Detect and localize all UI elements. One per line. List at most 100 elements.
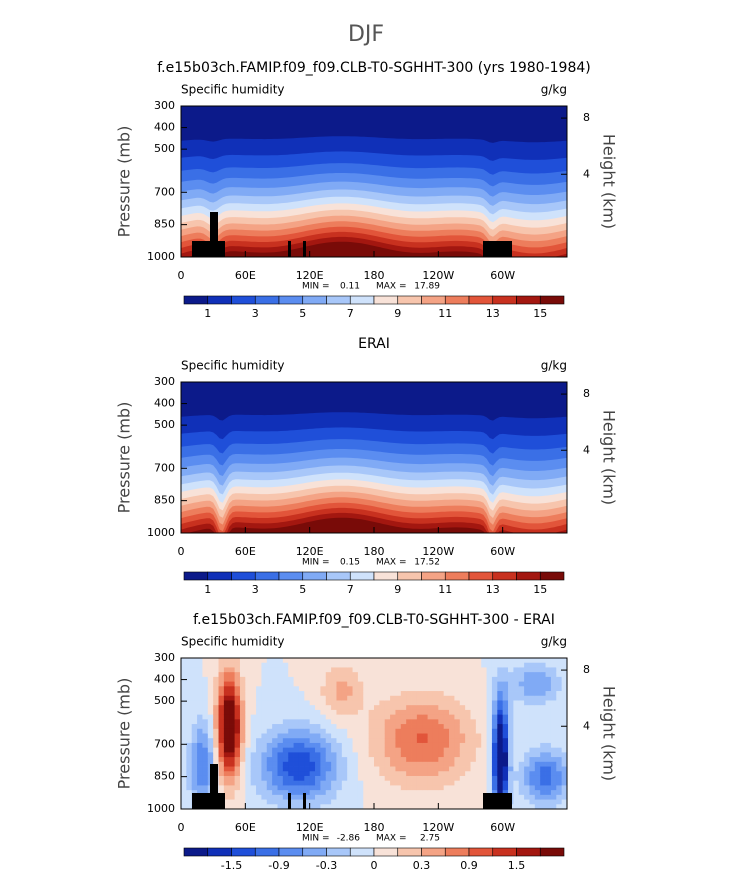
contour-fill (218, 771, 225, 777)
contour-fill (261, 667, 268, 673)
contour-fill (218, 705, 225, 711)
colorbar-box (207, 571, 232, 581)
contour-fill (470, 700, 477, 706)
contour-fill (545, 728, 552, 734)
contour-fill (331, 742, 337, 749)
contour-fill (550, 662, 557, 668)
contour-fill (459, 672, 466, 678)
contour-fill (438, 766, 445, 772)
contour-fill (508, 676, 514, 682)
contour-fill (395, 775, 402, 782)
contour-fill (395, 761, 402, 767)
contour-fill (363, 676, 370, 682)
contour-fill (207, 714, 214, 720)
contour-fill (491, 771, 498, 777)
contour-fill (357, 691, 364, 697)
contour-fill (315, 804, 321, 809)
contour-fill (432, 794, 439, 800)
contour-fill (470, 757, 477, 763)
contour-fill (454, 681, 461, 687)
contour-fill (497, 747, 504, 753)
colorbar-box (492, 295, 517, 305)
contour-fill (395, 705, 402, 711)
y-tick-label: 300 (154, 651, 175, 664)
contour-fill (272, 775, 278, 782)
contour-fill (245, 775, 252, 782)
contour-fill (261, 662, 268, 668)
contour-fill (277, 667, 284, 673)
colorbar-box (468, 847, 494, 857)
contour-fill (363, 761, 370, 767)
contour-fill (293, 780, 300, 786)
contour-fill (491, 676, 498, 682)
contour-fill (513, 728, 520, 734)
contour-fill (320, 667, 327, 673)
contour-fill (363, 757, 370, 763)
contour-fill (481, 672, 487, 678)
contour-fill (502, 662, 509, 668)
contour-fill (486, 766, 493, 772)
contour-fill (545, 686, 552, 692)
contour-fill (331, 691, 337, 697)
contour-fill (465, 686, 471, 692)
contour-fill (229, 775, 236, 782)
contour-fill (454, 757, 461, 763)
contour-fill (497, 686, 504, 692)
contour-fill (390, 686, 396, 692)
contour-fill (357, 742, 364, 749)
contour-fill (475, 676, 482, 682)
colorbar-box (421, 571, 446, 581)
contour-fill (390, 676, 396, 682)
contour-fill (384, 799, 391, 805)
contour-fill (331, 728, 337, 734)
contour-fill (497, 790, 504, 796)
contour-fill (470, 771, 477, 777)
contour-fill (261, 775, 268, 782)
contour-fill (315, 752, 321, 758)
contour-fill (336, 719, 343, 725)
contour-fill (384, 804, 391, 809)
contour-fill (475, 705, 482, 711)
contour-fill (422, 705, 429, 711)
contour-fill (357, 794, 364, 800)
contour-fill (223, 719, 230, 725)
contour-fill (197, 742, 203, 749)
contour-fill (540, 681, 546, 687)
contour-fill (331, 775, 337, 782)
contour-fill (288, 771, 294, 777)
contour-fill (223, 686, 230, 692)
contour-fill (304, 775, 311, 782)
contour-fill (518, 719, 525, 725)
contour-fill (491, 733, 498, 739)
contour-fill (561, 780, 567, 786)
contour-fill (395, 785, 402, 791)
contour-fill (561, 672, 567, 678)
contour-fill (256, 799, 262, 805)
contour-fill (320, 799, 327, 805)
contour-fill (422, 676, 429, 682)
contour-fill (443, 714, 450, 720)
contour-fill (266, 766, 273, 772)
contour-fill (427, 714, 434, 720)
contour-fill (390, 780, 396, 786)
contour-fill (272, 742, 278, 749)
contour-fill (181, 761, 187, 767)
colorbar-box (183, 847, 209, 857)
contour-fill (191, 742, 198, 749)
contour-fill (234, 804, 241, 809)
contour-fill (229, 766, 236, 772)
contour-fill (443, 662, 450, 668)
topography (483, 793, 512, 809)
contour-fill (304, 658, 311, 664)
contour-fill (502, 676, 509, 682)
contour-fill (229, 705, 236, 711)
contour-fill (481, 700, 487, 706)
contour-fill (481, 667, 487, 673)
contour-fill (288, 799, 294, 805)
contour-fill (325, 766, 332, 772)
contour-fill (261, 785, 268, 791)
contour-fill (261, 724, 268, 730)
contour-fill (266, 728, 273, 734)
